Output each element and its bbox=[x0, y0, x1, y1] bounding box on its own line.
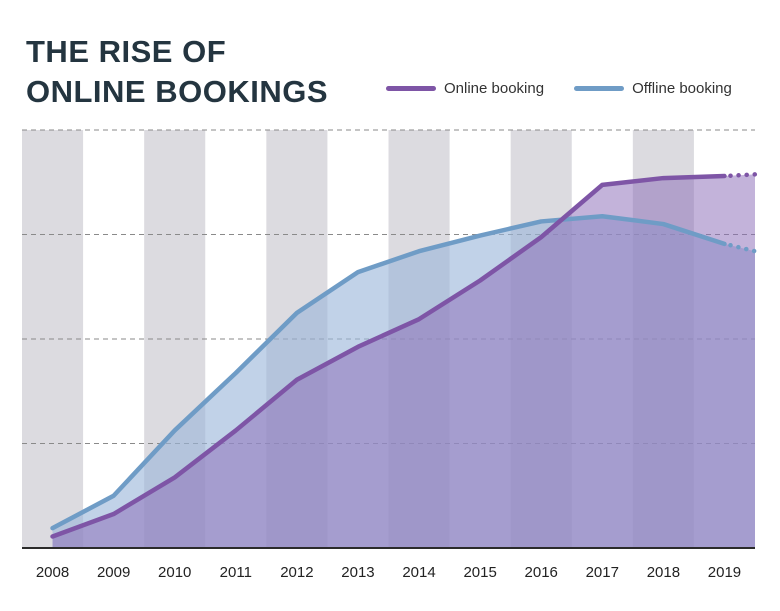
online-booking-area bbox=[52, 174, 755, 548]
x-tick-label: 2017 bbox=[586, 564, 619, 581]
offline-booking-line bbox=[50, 213, 727, 531]
legend-item-online: Online booking bbox=[386, 80, 544, 97]
legend-label-online: Online booking bbox=[444, 80, 545, 97]
x-tick-label: 2015 bbox=[463, 564, 496, 581]
x-tick-label: 2008 bbox=[36, 564, 69, 581]
x-tick-label: 2012 bbox=[280, 564, 313, 581]
x-tick-label: 2016 bbox=[525, 564, 558, 581]
legend-swatch-offline bbox=[574, 86, 625, 91]
x-tick-label: 2018 bbox=[647, 564, 680, 581]
chart-title-line-2: ONLINE BOOKINGS bbox=[26, 74, 329, 109]
legend-swatch-online bbox=[386, 86, 436, 91]
legend-label-offline: Offline booking bbox=[632, 80, 732, 97]
online-booking-line bbox=[50, 173, 727, 539]
x-tick-label: 2009 bbox=[97, 564, 130, 581]
chart-title: THE RISE OF ONLINE BOOKINGS bbox=[26, 32, 328, 112]
legend-item-offline: Offline booking bbox=[574, 80, 732, 97]
x-tick-label: 2011 bbox=[220, 564, 252, 581]
legend: Online booking Offline booking bbox=[386, 80, 732, 97]
x-tick-label: 2010 bbox=[158, 564, 191, 581]
chart-title-line-1: THE RISE OF bbox=[26, 34, 227, 69]
x-tick-label: 2019 bbox=[708, 564, 741, 581]
x-tick-label: 2013 bbox=[341, 564, 374, 581]
x-tick-label: 2014 bbox=[402, 564, 435, 581]
